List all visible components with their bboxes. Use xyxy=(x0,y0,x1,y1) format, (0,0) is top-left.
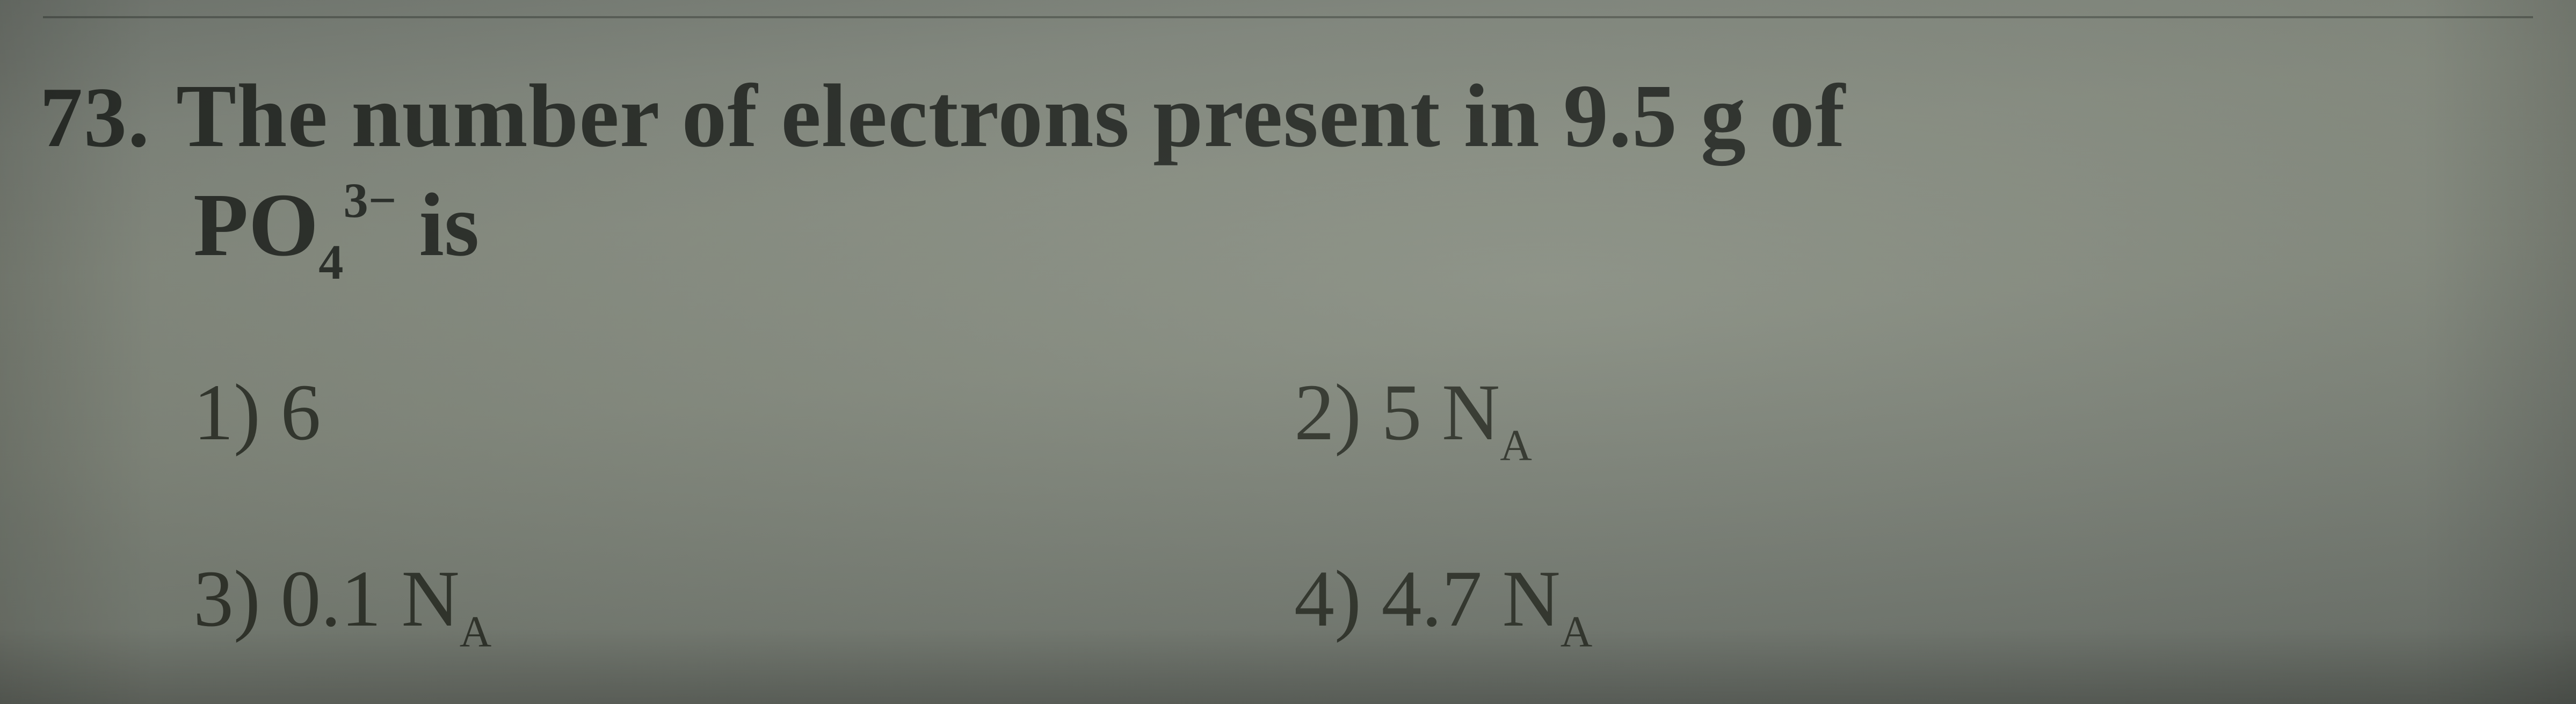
question-text-line2: PO43− is xyxy=(193,173,2576,286)
option-1-number: 1) xyxy=(193,368,260,457)
option-1: 1) 6 xyxy=(193,366,1294,467)
option-1-text: 6 xyxy=(280,368,321,457)
species-superscript: 3− xyxy=(344,173,397,228)
species-prefix: PO xyxy=(193,175,318,275)
option-3: 3) 0.1 NA xyxy=(193,553,1294,653)
question-line-1: 73. The number of electrons present in 9… xyxy=(32,64,2576,168)
option-3-text-prefix: 0.1 N xyxy=(280,554,459,643)
option-4-number: 4) xyxy=(1294,554,1361,643)
option-2-number: 2) xyxy=(1294,368,1361,457)
option-4: 4) 4.7 NA xyxy=(1294,553,2576,653)
option-3-subscript: A xyxy=(460,607,492,656)
top-horizontal-rule xyxy=(43,16,2533,18)
options-grid: 1) 6 2) 5 NA 3) 0.1 NA 4) 4.7 NA xyxy=(193,366,2576,653)
option-2-text-prefix: 5 N xyxy=(1381,368,1500,457)
species-subscript: 4 xyxy=(318,235,343,289)
option-4-subscript: A xyxy=(1561,607,1593,656)
option-3-number: 3) xyxy=(193,554,260,643)
question-suffix: is xyxy=(396,175,479,275)
option-4-text-prefix: 4.7 N xyxy=(1381,554,1560,643)
question-block: 73. The number of electrons present in 9… xyxy=(0,64,2576,653)
question-text-line1: The number of electrons present in 9.5 g… xyxy=(176,64,1846,168)
question-number: 73. xyxy=(32,68,150,167)
option-2-subscript: A xyxy=(1500,420,1532,470)
option-2: 2) 5 NA xyxy=(1294,366,2576,467)
